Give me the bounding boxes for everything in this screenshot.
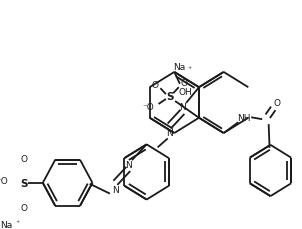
Text: ⁻O: ⁻O: [143, 103, 154, 112]
Text: O: O: [21, 203, 28, 212]
Text: N: N: [112, 185, 119, 194]
Text: ⁺: ⁺: [188, 65, 192, 74]
Text: NH: NH: [237, 113, 251, 122]
Text: S: S: [166, 92, 173, 102]
Text: O: O: [151, 80, 158, 89]
Text: Na: Na: [0, 220, 12, 229]
Text: O: O: [273, 98, 281, 107]
Text: OH: OH: [178, 88, 192, 97]
Text: O: O: [21, 154, 28, 163]
Text: ⁻O: ⁻O: [0, 177, 8, 185]
Text: N: N: [166, 128, 173, 137]
Text: Na: Na: [173, 63, 185, 72]
Text: N: N: [179, 103, 186, 112]
Text: S: S: [21, 178, 28, 188]
Text: O: O: [181, 78, 188, 87]
Text: ⁺: ⁺: [15, 218, 19, 227]
Text: N: N: [125, 160, 132, 169]
